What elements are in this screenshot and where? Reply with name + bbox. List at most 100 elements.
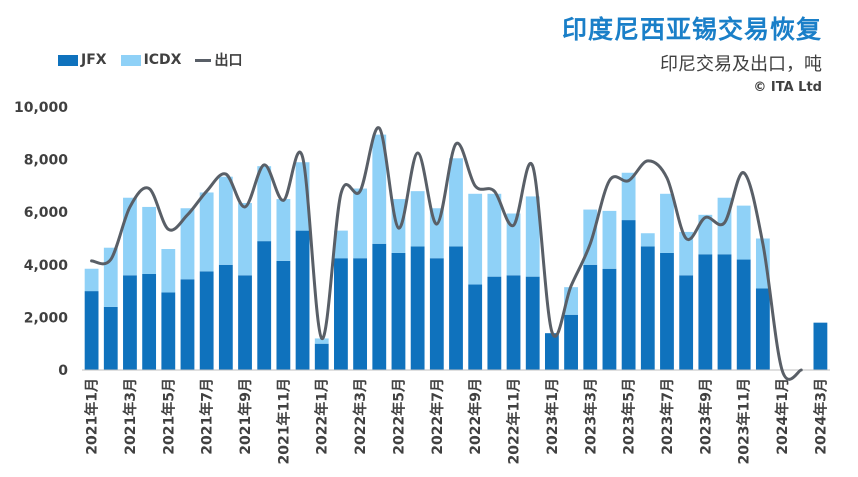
bar-jfx — [199, 271, 214, 370]
x-tick-label: 2022年5月 — [390, 378, 407, 455]
x-tick-label: 2023年5月 — [621, 378, 638, 455]
bar-icdx — [180, 208, 195, 280]
bar-icdx — [679, 231, 694, 276]
series-line-export — [90, 126, 803, 381]
legend-label-export: 出口 — [214, 53, 243, 69]
bar-jfx — [679, 275, 694, 370]
bar-jfx — [660, 252, 674, 370]
legend-swatch-icdx — [120, 54, 141, 66]
bar-jfx — [506, 275, 521, 370]
bar-jfx — [544, 333, 559, 370]
bar-icdx — [736, 205, 751, 260]
bar-jfx — [698, 254, 713, 370]
bar-jfx — [391, 252, 406, 370]
legend-label-icdx: ICDX — [143, 52, 182, 68]
bar-jfx — [640, 246, 655, 370]
bar-jfx — [583, 264, 598, 370]
x-tick-label: 2023年1月 — [544, 378, 561, 455]
bar-jfx — [180, 279, 195, 370]
x-tick-label: 2023年7月 — [659, 378, 676, 455]
bar-icdx — [468, 193, 483, 285]
bar-jfx — [487, 276, 502, 370]
bar-icdx — [257, 166, 272, 242]
bar-icdx — [199, 192, 214, 272]
bar-jfx — [410, 246, 425, 370]
legend-item-icdx: ICDX — [120, 52, 182, 68]
bar-icdx — [334, 230, 348, 259]
bar-jfx — [449, 246, 463, 370]
bar-jfx — [142, 274, 157, 370]
x-tick-label: 2021年7月 — [199, 378, 216, 455]
bar-icdx — [621, 172, 636, 221]
bar-jfx — [103, 306, 118, 370]
legend-item-export: 出口 — [195, 50, 242, 70]
bar-jfx — [525, 276, 540, 370]
bar-icdx — [372, 134, 387, 244]
x-tick-label: 2024年1月 — [774, 378, 791, 455]
bar-icdx — [640, 233, 655, 247]
x-tick-label: 2021年5月 — [160, 378, 177, 455]
chart-subtitle: 印尼交易及出口，吨 — [660, 54, 822, 75]
bar-jfx — [717, 254, 732, 370]
x-tick-label: 2021年11月 — [275, 378, 292, 464]
y-tick-label: 2,000 — [24, 310, 69, 326]
source-note: © ITA Ltd — [753, 80, 822, 95]
bar-jfx — [295, 230, 310, 370]
bar-icdx — [602, 210, 617, 269]
bar-jfx — [218, 264, 233, 370]
x-tick-label: 2021年3月 — [122, 378, 139, 455]
bar-jfx — [353, 258, 368, 370]
bar-icdx — [487, 193, 502, 277]
bar-jfx — [813, 322, 828, 370]
bar-icdx — [161, 249, 176, 293]
chart-title: 印度尼西亚锡交易恢复 — [561, 15, 822, 44]
y-tick-label: 4,000 — [24, 258, 69, 274]
bar-jfx — [84, 291, 99, 370]
bar-icdx — [660, 193, 674, 253]
x-tick-label: 2022年3月 — [352, 378, 369, 455]
bar-icdx — [142, 206, 157, 275]
legend-swatch-export — [195, 58, 212, 62]
bar-jfx — [334, 258, 348, 370]
bar-jfx — [238, 275, 252, 370]
y-tick-label: 10,000 — [14, 100, 68, 116]
bar-jfx — [257, 241, 272, 370]
bar-icdx — [314, 338, 329, 344]
bar-jfx — [564, 314, 578, 370]
y-tick-label: 6,000 — [24, 205, 69, 221]
bar-icdx — [698, 214, 713, 255]
x-tick-label: 2022年9月 — [467, 378, 484, 455]
x-tick-label: 2023年11月 — [736, 378, 753, 464]
bar-icdx — [218, 176, 233, 265]
x-tick-label: 2023年3月 — [582, 378, 599, 455]
bar-jfx — [736, 259, 751, 370]
x-tick-label: 2021年1月 — [84, 378, 101, 455]
bar-icdx — [238, 202, 252, 276]
bar-jfx — [621, 220, 636, 370]
bar-icdx — [353, 188, 368, 259]
bar-jfx — [276, 260, 291, 370]
bar-icdx — [410, 191, 425, 247]
bar-jfx — [468, 284, 483, 370]
x-tick-label: 2021年9月 — [237, 378, 254, 455]
y-tick-label: 8,000 — [24, 153, 69, 169]
bar-jfx — [161, 292, 176, 370]
legend: JFX ICDX 出口 — [58, 50, 256, 70]
bar-jfx — [429, 258, 444, 370]
legend-swatch-jfx — [58, 54, 78, 66]
bar-icdx — [525, 196, 540, 277]
x-tick-label: 2022年7月 — [429, 378, 446, 455]
x-tick-label: 2023年9月 — [697, 378, 714, 455]
bar-jfx — [123, 275, 137, 370]
bar-jfx — [755, 288, 770, 370]
x-tick-label: 2022年11月 — [506, 378, 523, 464]
bar-icdx — [276, 199, 291, 261]
bar-jfx — [602, 268, 617, 370]
legend-label-jfx: JFX — [81, 52, 107, 68]
bar-icdx — [506, 213, 521, 276]
bar-jfx — [372, 243, 387, 370]
y-tick-label: 0 — [58, 363, 68, 379]
legend-item-jfx: JFX — [58, 52, 107, 68]
